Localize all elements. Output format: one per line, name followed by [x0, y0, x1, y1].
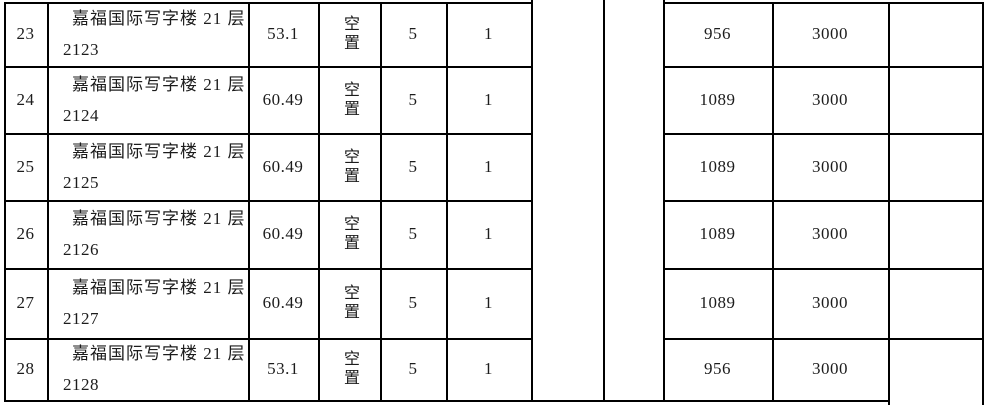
- address-cell: 嘉福国际写字楼 21 层 2127: [47, 268, 248, 338]
- status-cell: 空置: [318, 66, 380, 133]
- amount-b-cell: 3000: [812, 224, 848, 243]
- address-cell: 嘉福国际写字楼 21 层 2125: [47, 133, 248, 200]
- table-gridline: [4, 338, 532, 340]
- address-line2: 2125: [63, 172, 99, 192]
- status-text: 空置: [341, 15, 358, 53]
- amount-a-cell: 1089: [699, 156, 736, 176]
- table-gridline: [772, 2, 774, 401]
- table-gridline: [4, 2, 532, 4]
- address-line1: 嘉福国际写字楼 21 层: [72, 209, 246, 228]
- address-cell: 嘉福国际写字楼 21 层 2128: [47, 338, 248, 400]
- table-gridline: [888, 2, 890, 405]
- table-gridline: [4, 400, 889, 402]
- status-text: 空置: [341, 147, 358, 186]
- amount-b-cell: 3000: [812, 89, 848, 109]
- status-text: 空置: [341, 350, 358, 388]
- table-gridline: [4, 2, 6, 401]
- area-cell: 60.49: [262, 224, 304, 243]
- count-b-cell: 1: [484, 89, 493, 109]
- status-cell: 空置: [318, 200, 380, 268]
- amount-a-cell: 1089: [699, 89, 736, 109]
- table-gridline: [4, 133, 532, 135]
- amount-a-cell: 1089: [699, 224, 736, 243]
- table-gridline: [446, 2, 448, 401]
- address-line1: 嘉福国际写字楼 21 层: [72, 141, 246, 161]
- count-b-cell: 1: [484, 224, 493, 243]
- table-gridline: [663, 133, 983, 135]
- address-cell: 嘉福国际写字楼 21 层 2124: [47, 66, 248, 133]
- table-gridline: [4, 268, 532, 270]
- status-cell: 空置: [318, 2, 380, 66]
- empty-cell: [890, 2, 981, 405]
- status-cell: 空置: [318, 268, 380, 338]
- area-cell: 60.49: [262, 89, 304, 109]
- address-line2: 2126: [63, 240, 99, 259]
- table-gridline: [318, 2, 320, 401]
- table-gridline: [380, 2, 382, 401]
- seq-cell: 28: [16, 359, 35, 378]
- area-cell: 53.1: [267, 359, 299, 378]
- count-b-cell: 1: [484, 156, 493, 176]
- area-cell: 60.49: [262, 156, 304, 176]
- table-gridline: [603, 0, 605, 401]
- count-b-cell: 1: [484, 293, 493, 312]
- table-gridline: [4, 200, 532, 202]
- status-text: 空置: [341, 80, 358, 119]
- status-cell: 空置: [318, 133, 380, 200]
- address-line2: 2123: [63, 40, 99, 59]
- address-cell: 嘉福国际写字楼 21 层 2123: [47, 2, 248, 66]
- address-line1: 嘉福国际写字楼 21 层: [72, 74, 246, 94]
- count-a-cell: 5: [408, 224, 418, 243]
- address-line1: 嘉福国际写字楼 21 层: [72, 344, 246, 363]
- table-gridline: [663, 268, 983, 270]
- count-a-cell: 5: [408, 24, 418, 43]
- amount-b-cell: 3000: [812, 24, 848, 43]
- address-line1: 嘉福国际写字楼 21 层: [72, 278, 246, 297]
- area-cell: 60.49: [262, 293, 304, 312]
- table-gridline: [663, 2, 983, 4]
- table-gridline: [982, 2, 984, 405]
- table-gridline: [248, 2, 250, 401]
- seq-cell: 26: [16, 224, 35, 243]
- count-a-cell: 5: [408, 156, 418, 176]
- count-b-cell: 1: [484, 24, 493, 43]
- seq-cell: 25: [16, 156, 35, 176]
- status-text: 空置: [341, 215, 358, 253]
- table-gridline: [663, 66, 983, 68]
- seq-cell: 24: [16, 89, 35, 109]
- count-a-cell: 5: [408, 359, 418, 378]
- empty-cell: [533, 0, 602, 400]
- table-gridline: [663, 200, 983, 202]
- area-cell: 53.1: [267, 24, 299, 43]
- address-line2: 2124: [63, 105, 99, 125]
- amount-b-cell: 3000: [812, 293, 848, 312]
- address-line2: 2128: [63, 375, 99, 394]
- count-a-cell: 5: [408, 89, 418, 109]
- address-line2: 2127: [63, 309, 99, 328]
- count-a-cell: 5: [408, 293, 418, 312]
- amount-b-cell: 3000: [812, 156, 848, 176]
- address-cell: 嘉福国际写字楼 21 层 2126: [47, 200, 248, 268]
- status-cell: 空置: [318, 338, 380, 400]
- amount-a-cell: 1089: [699, 293, 736, 312]
- seq-cell: 27: [16, 293, 35, 312]
- amount-b-cell: 3000: [812, 359, 848, 378]
- empty-cell: [605, 0, 662, 400]
- amount-a-cell: 956: [704, 24, 731, 43]
- count-b-cell: 1: [484, 359, 493, 378]
- table-gridline: [4, 66, 532, 68]
- table-gridline: [47, 2, 49, 401]
- address-line1: 嘉福国际写字楼 21 层: [72, 9, 246, 28]
- seq-cell: 23: [16, 24, 35, 43]
- status-text: 空置: [341, 284, 358, 322]
- amount-a-cell: 956: [704, 359, 731, 378]
- table-gridline: [663, 338, 983, 340]
